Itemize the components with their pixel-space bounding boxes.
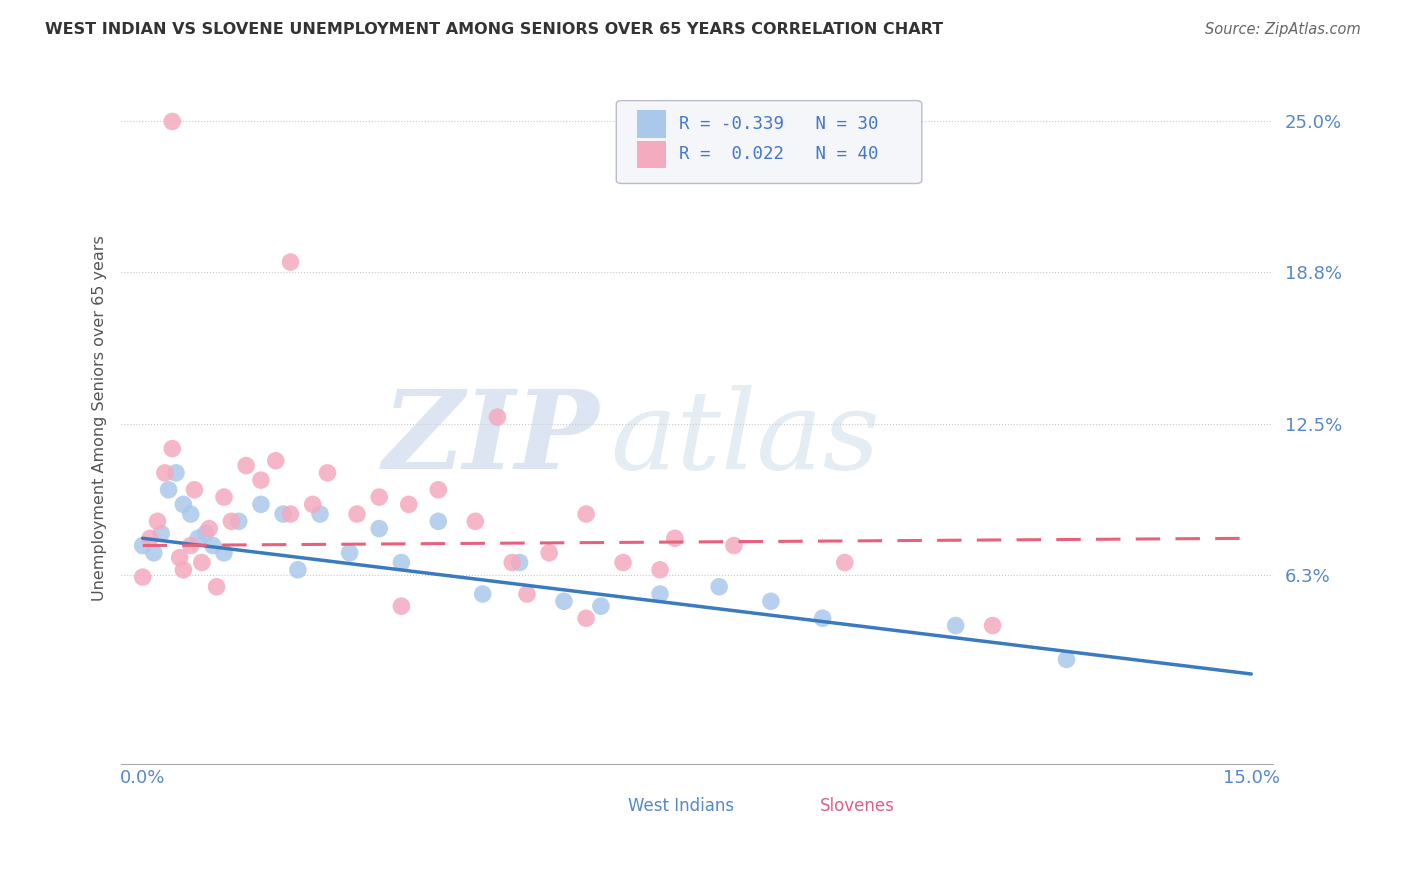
Point <box>427 483 450 497</box>
Point <box>759 594 782 608</box>
Point <box>811 611 834 625</box>
Text: R = -0.339   N = 30: R = -0.339 N = 30 <box>679 115 877 133</box>
Point <box>316 466 339 480</box>
Point <box>945 618 967 632</box>
Point <box>301 497 323 511</box>
Point <box>309 507 332 521</box>
FancyBboxPatch shape <box>782 793 814 818</box>
Point <box>221 514 243 528</box>
Point <box>398 497 420 511</box>
Point <box>162 114 184 128</box>
Point <box>142 546 165 560</box>
Point <box>280 507 302 521</box>
Point <box>501 556 523 570</box>
Point <box>212 490 235 504</box>
Point <box>471 587 494 601</box>
Point <box>169 550 191 565</box>
Point <box>157 483 180 497</box>
Point <box>250 473 273 487</box>
Point <box>180 539 202 553</box>
Point <box>264 454 287 468</box>
Text: Slovenes: Slovenes <box>820 797 896 814</box>
Point <box>131 570 153 584</box>
Point <box>250 497 273 511</box>
Point <box>834 556 856 570</box>
Point <box>339 546 361 560</box>
Point <box>150 526 173 541</box>
Point <box>187 531 209 545</box>
Point <box>139 531 162 545</box>
Point <box>707 580 730 594</box>
Point <box>427 514 450 528</box>
Point <box>235 458 257 473</box>
Point <box>198 522 221 536</box>
FancyBboxPatch shape <box>637 111 666 138</box>
Point <box>280 255 302 269</box>
FancyBboxPatch shape <box>616 101 922 184</box>
Text: Source: ZipAtlas.com: Source: ZipAtlas.com <box>1205 22 1361 37</box>
Point <box>228 514 250 528</box>
Text: atlas: atlas <box>610 385 880 492</box>
Point <box>981 618 1004 632</box>
Point <box>183 483 205 497</box>
Point <box>516 587 538 601</box>
Point <box>162 442 184 456</box>
Text: R =  0.022   N = 40: R = 0.022 N = 40 <box>679 145 877 163</box>
Point <box>389 599 412 614</box>
Point <box>553 594 575 608</box>
Text: WEST INDIAN VS SLOVENE UNEMPLOYMENT AMONG SENIORS OVER 65 YEARS CORRELATION CHAR: WEST INDIAN VS SLOVENE UNEMPLOYMENT AMON… <box>45 22 943 37</box>
Point <box>212 546 235 560</box>
Point <box>271 507 294 521</box>
Point <box>648 563 671 577</box>
Point <box>205 580 228 594</box>
Point <box>664 531 686 545</box>
Point <box>191 556 214 570</box>
Point <box>538 546 561 560</box>
Point <box>131 539 153 553</box>
Point <box>389 556 412 570</box>
Point <box>146 514 169 528</box>
FancyBboxPatch shape <box>637 141 666 169</box>
Point <box>509 556 531 570</box>
Point <box>575 611 598 625</box>
Point <box>575 507 598 521</box>
Point <box>201 539 224 553</box>
Text: ZIP: ZIP <box>382 385 599 492</box>
Point <box>368 522 391 536</box>
Point <box>589 599 612 614</box>
Y-axis label: Unemployment Among Seniors over 65 years: Unemployment Among Seniors over 65 years <box>93 235 107 601</box>
Point <box>486 410 509 425</box>
Point <box>1056 652 1078 666</box>
Text: West Indians: West Indians <box>628 797 734 814</box>
Point <box>194 526 217 541</box>
Point <box>172 497 194 511</box>
Point <box>464 514 486 528</box>
Point <box>723 539 745 553</box>
Point <box>648 587 671 601</box>
Point <box>153 466 176 480</box>
FancyBboxPatch shape <box>592 793 623 818</box>
Point <box>287 563 309 577</box>
Point <box>180 507 202 521</box>
Point <box>368 490 391 504</box>
Point <box>612 556 634 570</box>
Point <box>172 563 194 577</box>
Point <box>165 466 187 480</box>
Point <box>346 507 368 521</box>
